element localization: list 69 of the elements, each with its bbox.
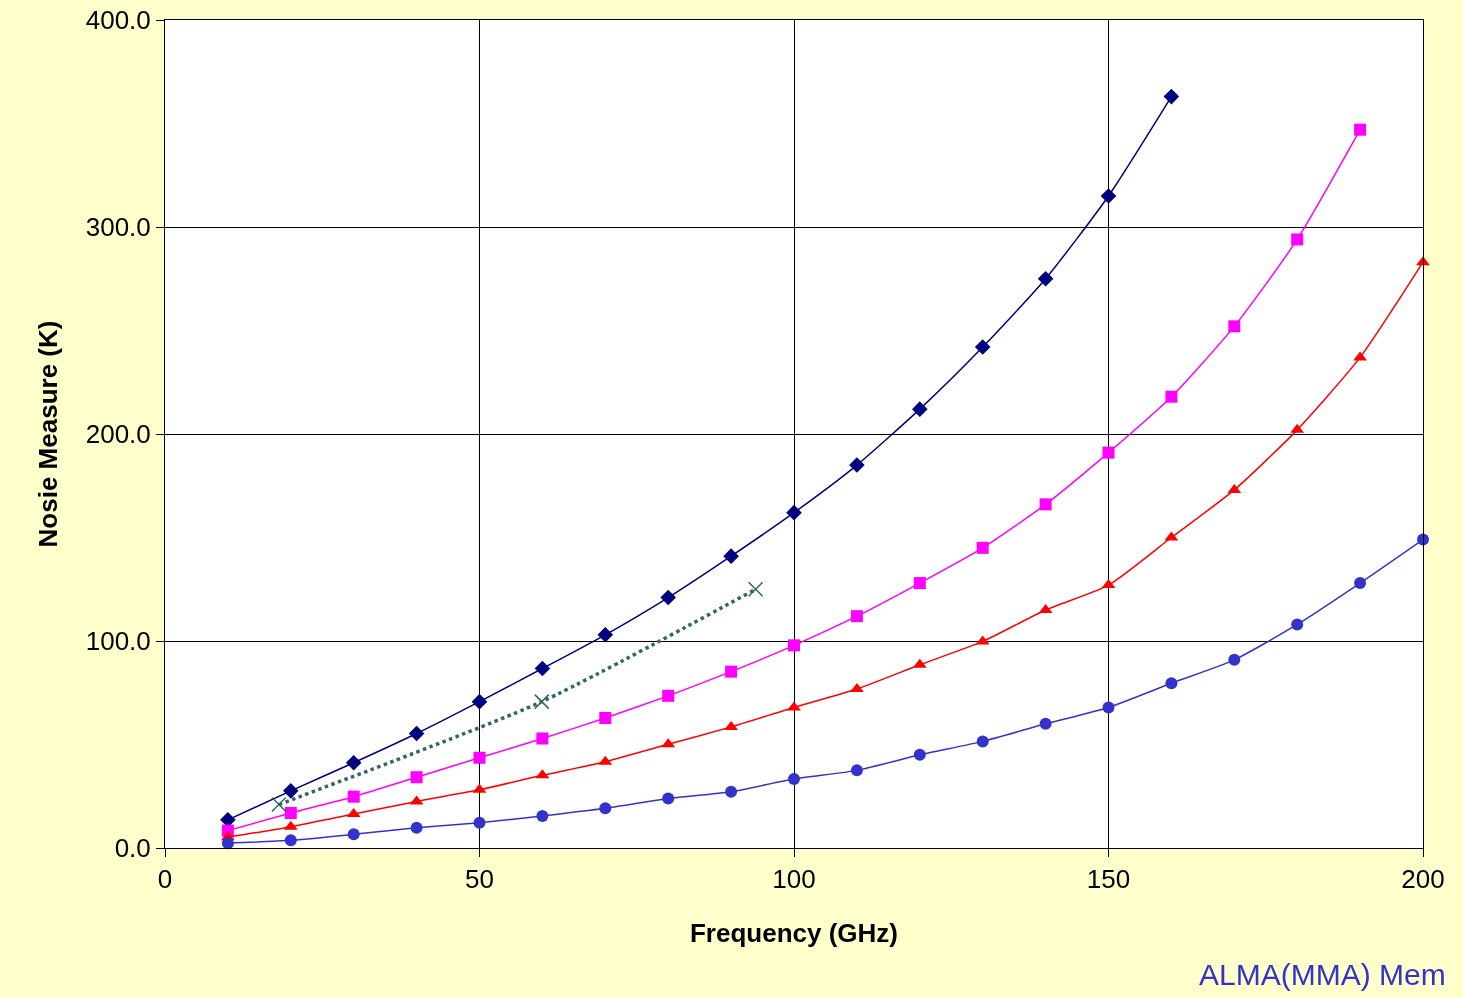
point (271, 796, 287, 813)
point (599, 802, 612, 815)
point (1354, 577, 1367, 590)
point (410, 821, 423, 834)
point (913, 748, 926, 761)
point (473, 751, 486, 764)
point (1291, 618, 1304, 631)
point (1100, 188, 1117, 204)
x-tick-label: 0 (157, 864, 173, 895)
point (283, 783, 299, 799)
point (850, 764, 863, 777)
point (788, 773, 800, 786)
point (660, 589, 676, 606)
point (1354, 123, 1367, 136)
point (599, 712, 612, 724)
point (536, 809, 549, 822)
y-tick-label: 300.0 (85, 212, 151, 243)
point (534, 660, 551, 677)
point (1037, 270, 1054, 287)
point (1102, 446, 1115, 459)
point (410, 771, 423, 784)
point (471, 693, 488, 710)
y-tick-label: 400.0 (85, 5, 151, 36)
x-tick-label: 100 (772, 864, 816, 895)
point (1228, 653, 1241, 666)
point (976, 541, 989, 554)
point (221, 837, 234, 850)
point (1165, 390, 1178, 403)
point (662, 689, 675, 702)
point (976, 735, 989, 748)
point (850, 610, 863, 623)
point (723, 548, 739, 564)
point (1228, 320, 1241, 333)
point (1039, 717, 1052, 730)
y-axis-title: Nosie Measure (K) (33, 320, 64, 548)
x-tick-label: 200 (1401, 864, 1445, 895)
point (662, 792, 675, 805)
point (284, 834, 297, 847)
point (974, 339, 991, 355)
point (347, 790, 360, 803)
x-tick-label: 50 (465, 864, 494, 895)
x-tick-label: 150 (1086, 864, 1131, 895)
point (473, 816, 486, 829)
point (1039, 498, 1052, 511)
point (1163, 88, 1180, 105)
point (1102, 701, 1115, 714)
point (597, 626, 614, 643)
point (788, 639, 800, 652)
point (725, 665, 738, 678)
y-tick-label: 100.0 (85, 626, 151, 657)
point (408, 725, 425, 742)
point (725, 785, 738, 798)
x-axis-title: Frequency (GHz) (689, 917, 899, 948)
point (536, 732, 549, 745)
y-tick-label: 0.0 (114, 833, 151, 864)
text: ALMA(MMA) Mem (1199, 958, 1446, 991)
point (1291, 233, 1304, 246)
point (1165, 677, 1178, 690)
point (787, 701, 801, 711)
point (747, 581, 764, 597)
point (913, 577, 926, 590)
point (912, 401, 928, 417)
point (284, 807, 297, 820)
point (786, 504, 802, 521)
point (347, 828, 360, 841)
point (345, 754, 362, 771)
y-tick-label: 200.0 (85, 419, 151, 450)
point (534, 693, 550, 710)
point (849, 457, 865, 473)
